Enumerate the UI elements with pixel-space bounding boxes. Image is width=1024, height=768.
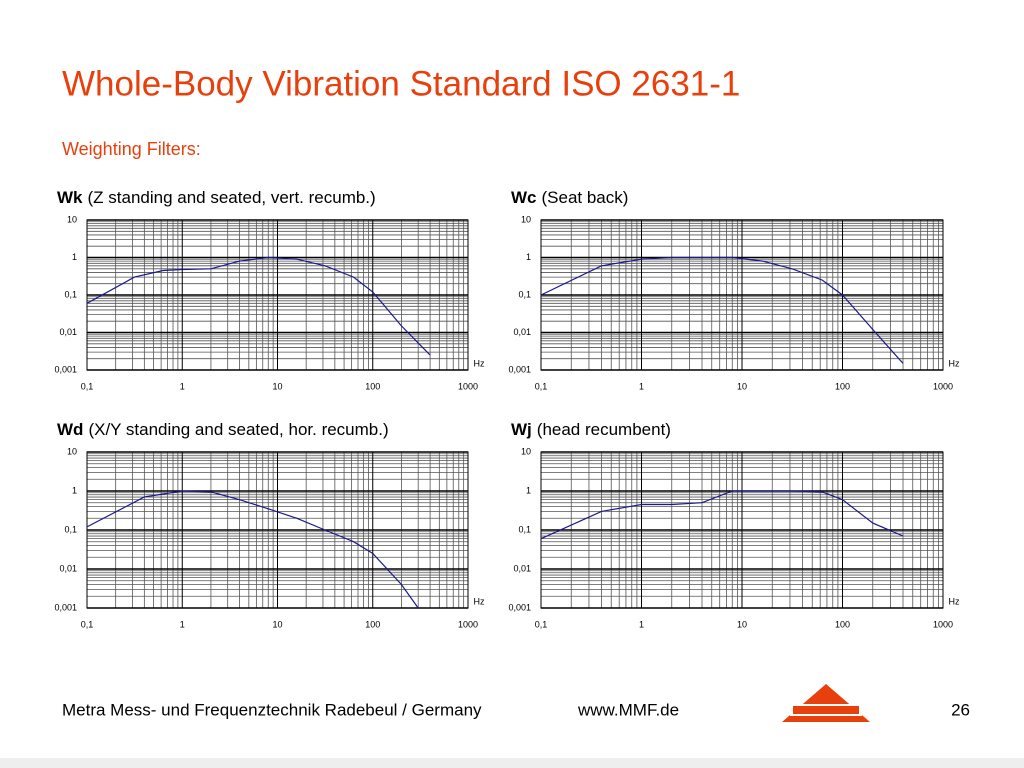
y-tick-label: 0,01: [513, 327, 531, 337]
slide-title: Whole-Body Vibration Standard ISO 2631-1: [62, 64, 740, 103]
plot-frame: [86, 451, 469, 609]
x-tick-label: 10: [737, 619, 747, 629]
chart-name: Wc: [511, 188, 537, 207]
y-tick-label: 0,01: [59, 327, 77, 337]
x-axis-label: Hz: [949, 596, 960, 606]
x-axis-label: Hz: [949, 358, 960, 368]
x-tick-label: 1: [180, 381, 185, 391]
y-tick-label: 10: [521, 214, 531, 224]
x-tick-label: 0,1: [535, 381, 548, 391]
chart-subtitle: (Z standing and seated, vert. recumb.): [88, 188, 376, 207]
x-tick-label: 10: [272, 381, 282, 391]
slide-subtitle: Weighting Filters:: [62, 139, 201, 159]
y-tick-label: 0,1: [64, 524, 77, 534]
x-axis-label: Hz: [474, 358, 485, 368]
x-tick-label: 0,1: [81, 381, 94, 391]
chart-title: Wd (X/Y standing and seated, hor. recumb.…: [57, 420, 389, 439]
chart: Wc (Seat back) 0,1 1 10 100 1000 0,001 0,01 0,1 1 1…: [508, 188, 960, 391]
x-tick-label: 1000: [458, 619, 478, 629]
x-tick-label: 1000: [933, 381, 953, 391]
x-tick-label: 1: [639, 619, 644, 629]
x-tick-label: 1: [639, 381, 644, 391]
x-tick-label: 0,1: [81, 619, 94, 629]
chart-subtitle: (Seat back): [542, 188, 629, 207]
chart-subtitle: (head recumbent): [537, 420, 671, 439]
x-tick-label: 100: [365, 619, 380, 629]
y-tick-label: 10: [67, 214, 77, 224]
x-tick-label: 1000: [933, 619, 953, 629]
footer-company: Metra Mess- und Frequenztechnik Radebeul…: [62, 700, 482, 719]
logo-inner: [793, 706, 859, 714]
curve: [540, 256, 904, 364]
chart-subtitle: (X/Y standing and seated, hor. recumb.): [88, 420, 388, 439]
page-number: 26: [951, 700, 970, 719]
plot-frame: [86, 219, 469, 371]
x-axis-label: Hz: [474, 596, 485, 606]
y-tick-label: 1: [526, 252, 531, 262]
chart-title: Wk (Z standing and seated, vert. recumb.): [57, 188, 376, 207]
chart-name: Wj: [511, 420, 532, 439]
y-tick-label: 10: [67, 446, 77, 456]
y-tick-label: 0,001: [508, 364, 531, 374]
x-tick-label: 100: [365, 381, 380, 391]
x-tick-label: 1000: [458, 381, 478, 391]
chart-name: Wd: [57, 420, 83, 439]
footer-url: www.MMF.de: [577, 700, 679, 719]
y-tick-label: 1: [72, 485, 77, 495]
bottom-bar: [0, 758, 1024, 768]
x-tick-label: 100: [835, 619, 850, 629]
y-tick-label: 1: [526, 485, 531, 495]
y-tick-label: 0,01: [513, 563, 531, 573]
x-tick-label: 0,1: [535, 619, 548, 629]
curve: [540, 490, 904, 540]
y-tick-label: 1: [72, 252, 77, 262]
y-tick-label: 0,001: [508, 602, 531, 612]
x-tick-label: 1: [180, 619, 185, 629]
plot-frame: [540, 451, 944, 609]
chart-title: Wc (Seat back): [511, 188, 628, 207]
y-tick-label: 0,01: [59, 563, 77, 573]
y-tick-label: 10: [521, 446, 531, 456]
y-tick-label: 0,1: [518, 289, 531, 299]
y-tick-label: 0,001: [54, 602, 77, 612]
x-tick-label: 10: [737, 381, 747, 391]
logo: [782, 684, 870, 722]
chart-title: Wj (head recumbent): [511, 420, 671, 439]
chart-name: Wk: [57, 188, 83, 207]
curve: [86, 256, 431, 356]
x-tick-label: 100: [835, 381, 850, 391]
chart: Wd (X/Y standing and seated, hor. recumb.…: [54, 420, 485, 629]
chart: Wj (head recumbent) 0,1 1 10 100 1000 0,001 0,01…: [508, 420, 960, 629]
logo-triangle: [782, 684, 870, 722]
curve: [86, 490, 419, 609]
chart: Wk (Z standing and seated, vert. recumb.)…: [54, 188, 485, 391]
y-tick-label: 0,001: [54, 364, 77, 374]
y-tick-label: 0,1: [518, 524, 531, 534]
y-tick-label: 0,1: [64, 289, 77, 299]
x-tick-label: 10: [272, 619, 282, 629]
